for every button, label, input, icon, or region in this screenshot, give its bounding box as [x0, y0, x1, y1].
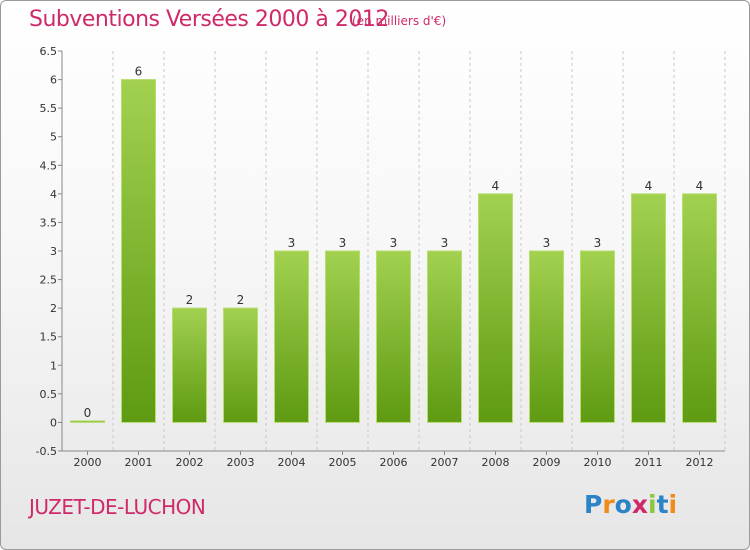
x-tick-label: 2003: [227, 456, 255, 469]
x-tick-label: 2002: [176, 456, 204, 469]
logo-letter: P: [584, 490, 603, 519]
bar: [274, 250, 309, 423]
data-label: 4: [645, 179, 653, 193]
data-label: 3: [339, 236, 347, 250]
x-tick-label: 2005: [329, 456, 357, 469]
y-tick-label: 0: [50, 416, 57, 429]
bar: [325, 250, 360, 423]
y-tick-label: 0.5: [40, 388, 58, 401]
bar: [223, 307, 258, 423]
data-label: 3: [441, 236, 449, 250]
y-tick-label: 6.5: [40, 45, 58, 58]
data-label: 2: [186, 293, 194, 307]
data-label: 3: [594, 236, 602, 250]
bar: [121, 79, 156, 423]
y-tick-label: 3.5: [40, 216, 58, 229]
proxiti-logo: Proxiti: [584, 490, 677, 519]
data-label: 4: [696, 179, 704, 193]
x-tick-label: 2009: [533, 456, 561, 469]
logo-letter: t: [656, 490, 669, 519]
x-tick-label: 2004: [278, 456, 306, 469]
data-label: 3: [288, 236, 296, 250]
data-label: 6: [135, 65, 143, 79]
y-tick-label: 3: [50, 245, 57, 258]
x-tick-label: 2011: [635, 456, 663, 469]
data-label: 2: [237, 293, 245, 307]
x-tick-label: 2007: [431, 456, 459, 469]
bar: [682, 193, 717, 423]
logo-letter: x: [631, 490, 648, 519]
y-tick-label: 1: [50, 359, 57, 372]
y-tick-label: 2.5: [40, 274, 58, 287]
bar: [529, 250, 564, 423]
logo-letter: i: [648, 490, 657, 519]
logo-letter: o: [614, 490, 632, 519]
logo-letter: r: [602, 490, 615, 519]
x-tick-label: 2000: [74, 456, 102, 469]
bar: [427, 250, 462, 423]
x-tick-label: 2008: [482, 456, 510, 469]
bar: [631, 193, 666, 423]
x-tick-label: 2006: [380, 456, 408, 469]
x-tick-label: 2012: [686, 456, 714, 469]
data-label: 3: [390, 236, 398, 250]
commune-name: JUZET-DE-LUCHON: [29, 495, 206, 519]
x-tick-label: 2001: [125, 456, 153, 469]
bar: [580, 250, 615, 423]
data-label: 0: [84, 406, 92, 420]
chart-unit: (en milliers d'€): [352, 14, 447, 28]
logo-letter: i: [668, 490, 678, 519]
y-tick-label: 4.5: [40, 159, 58, 172]
bar: [478, 193, 513, 423]
chart-title: Subventions Versées 2000 à 2012: [29, 7, 389, 32]
y-tick-label: 5.5: [40, 102, 58, 115]
y-tick-label: 4: [50, 188, 57, 201]
bar: [172, 307, 207, 423]
y-tick-label: 5: [50, 131, 57, 144]
bar: [376, 250, 411, 423]
x-tick-label: 2010: [584, 456, 612, 469]
y-tick-label: 2: [50, 302, 57, 315]
y-tick-label: 1.5: [40, 331, 58, 344]
bar: [70, 420, 105, 423]
y-tick-label: 6: [50, 74, 57, 87]
data-label: 3: [543, 236, 551, 250]
y-tick-label: -0.5: [36, 445, 57, 458]
data-label: 4: [492, 179, 500, 193]
